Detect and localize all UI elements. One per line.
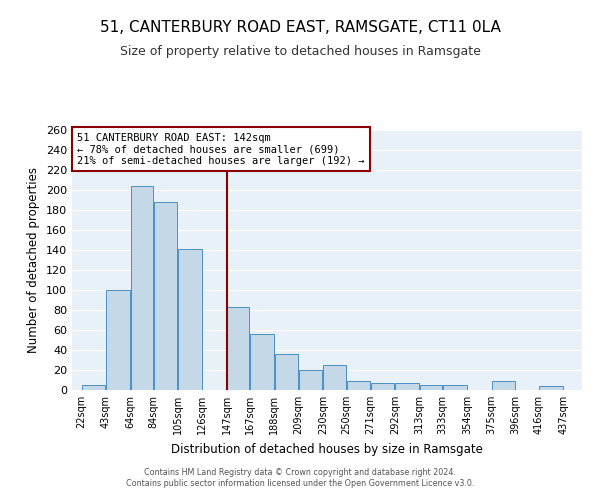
- Bar: [347, 381, 370, 390]
- Bar: [250, 334, 274, 390]
- X-axis label: Distribution of detached houses by size in Ramsgate: Distribution of detached houses by size …: [171, 442, 483, 456]
- Text: 51 CANTERBURY ROAD EAST: 142sqm
← 78% of detached houses are smaller (699)
21% o: 51 CANTERBURY ROAD EAST: 142sqm ← 78% of…: [77, 132, 365, 166]
- Bar: [106, 290, 130, 390]
- Bar: [323, 365, 346, 390]
- Text: 51, CANTERBURY ROAD EAST, RAMSGATE, CT11 0LA: 51, CANTERBURY ROAD EAST, RAMSGATE, CT11…: [100, 20, 500, 35]
- Bar: [395, 383, 419, 390]
- Bar: [299, 370, 322, 390]
- Bar: [227, 307, 249, 390]
- Bar: [178, 249, 202, 390]
- Bar: [420, 385, 442, 390]
- Bar: [492, 381, 515, 390]
- Bar: [275, 354, 298, 390]
- Bar: [154, 202, 177, 390]
- Bar: [371, 383, 394, 390]
- Bar: [539, 386, 563, 390]
- Y-axis label: Number of detached properties: Number of detached properties: [28, 167, 40, 353]
- Text: Size of property relative to detached houses in Ramsgate: Size of property relative to detached ho…: [119, 45, 481, 58]
- Text: Contains HM Land Registry data © Crown copyright and database right 2024.
Contai: Contains HM Land Registry data © Crown c…: [126, 468, 474, 487]
- Bar: [443, 385, 467, 390]
- Bar: [131, 186, 153, 390]
- Bar: [82, 385, 105, 390]
